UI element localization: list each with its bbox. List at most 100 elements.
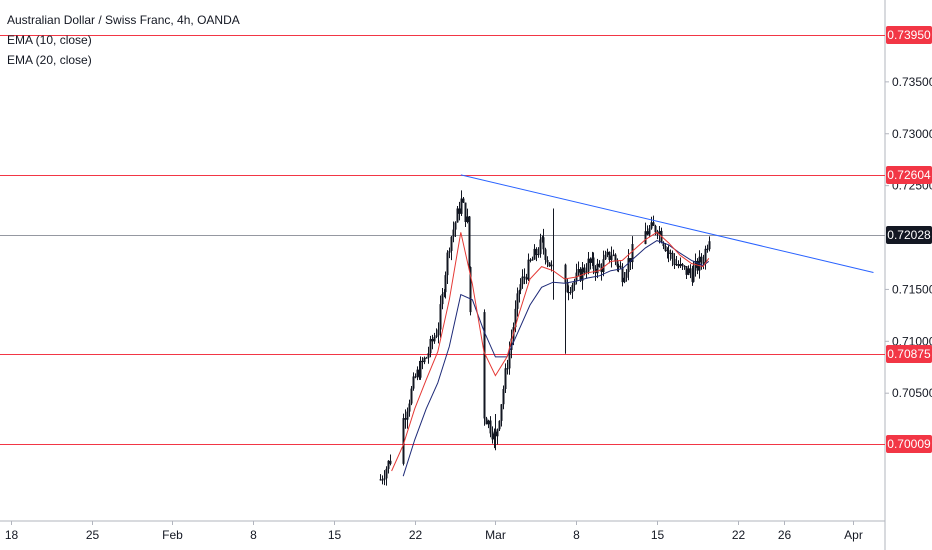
candle-body	[456, 208, 459, 223]
candle-body	[546, 259, 549, 263]
candle-body	[571, 285, 574, 293]
level-price-tag	[886, 166, 932, 184]
candle-body	[468, 216, 471, 268]
candle-body	[387, 460, 390, 469]
candle-body	[631, 244, 634, 263]
x-tick-label: Apr	[844, 528, 863, 542]
candle-body	[644, 231, 647, 245]
candle-body	[604, 254, 607, 260]
ema-lines	[391, 231, 710, 477]
candle-body	[621, 267, 624, 283]
candle-body	[623, 277, 626, 283]
candle-body	[689, 268, 692, 274]
candle-body	[379, 479, 382, 481]
candle-body	[598, 263, 601, 267]
candle-body	[381, 479, 384, 481]
x-tick-label: 15	[328, 528, 342, 542]
price-axis[interactable]: 0.735000.730000.725000.715000.710000.705…	[885, 75, 932, 400]
candle-body	[589, 258, 592, 263]
candle-body	[519, 284, 522, 291]
candle-body	[452, 229, 455, 237]
candle-body	[402, 418, 405, 464]
candle-body	[681, 264, 684, 266]
candle-body	[533, 248, 536, 260]
candle-body	[458, 208, 461, 214]
candle-body	[521, 276, 524, 285]
candle-body	[466, 216, 469, 222]
candle-body	[658, 230, 661, 235]
candle-body	[677, 264, 680, 267]
candle-body	[704, 248, 707, 264]
candle-body	[433, 336, 436, 342]
x-tick-label: 26	[778, 528, 792, 542]
ema20-line	[402, 240, 710, 477]
candle-body	[385, 468, 388, 479]
candle-body	[412, 376, 415, 389]
candle-body	[539, 239, 542, 255]
candle-body	[662, 242, 665, 247]
symbol-title[interactable]: Australian Dollar / Swiss Franc, 4h, OAN…	[7, 13, 240, 27]
candle-body	[542, 237, 545, 250]
x-tick-label: 8	[250, 528, 257, 542]
ema20-legend[interactable]: EMA (20, close)	[7, 53, 92, 67]
candle-body	[425, 357, 428, 359]
candle-body	[596, 263, 599, 274]
candle-body	[531, 259, 534, 261]
time-axis[interactable]: 18 25 Feb 8 15 22 Mar 8 15 22 26 Apr	[5, 521, 863, 542]
candle-body	[441, 293, 444, 305]
candle-body	[502, 389, 505, 405]
candle-body	[573, 280, 576, 286]
candle-body	[429, 338, 432, 354]
x-tick-label: Mar	[485, 528, 506, 542]
candle-body	[483, 312, 486, 419]
candle-body	[685, 266, 688, 275]
chart-legend: Australian Dollar / Swiss Franc, 4h, OAN…	[7, 10, 240, 70]
candle-body	[489, 420, 492, 434]
current-price-tag-text: 0.72028	[887, 228, 931, 242]
candle-body	[708, 241, 711, 250]
candle-body	[435, 335, 438, 337]
candle-body	[667, 250, 670, 254]
candle-body	[514, 308, 517, 328]
candle-body	[581, 267, 584, 281]
ema10-legend[interactable]: EMA (10, close)	[7, 33, 92, 47]
level-price-tag	[886, 435, 932, 453]
candle-body	[669, 252, 672, 254]
candle-body	[585, 271, 588, 273]
price-tags: 0.73950 0.72604 0.70875 0.70009 0.72028	[886, 26, 932, 453]
candle-body	[567, 292, 570, 294]
x-tick-label: 18	[5, 528, 19, 542]
x-tick-label: 8	[573, 528, 580, 542]
candle-body	[460, 198, 463, 214]
candle-body	[654, 225, 657, 233]
candle-body	[646, 231, 649, 235]
candle-body	[679, 264, 682, 267]
horizontal-levels	[0, 35, 885, 445]
candle-body	[537, 254, 540, 256]
candle-body	[500, 404, 503, 421]
trendline	[460, 174, 874, 273]
candle-body	[516, 293, 519, 309]
y-tick-label: 0.71000	[892, 334, 932, 348]
candle-body	[629, 258, 632, 263]
candle-body	[469, 267, 472, 313]
candle-body	[496, 429, 499, 437]
candle-body	[462, 198, 465, 203]
candle-body	[485, 418, 488, 425]
candle-body	[687, 268, 690, 275]
candle-body	[619, 265, 622, 268]
candlesticks	[379, 190, 711, 486]
candle-body	[431, 338, 434, 342]
candle-body	[583, 267, 586, 273]
candle-body	[652, 222, 655, 226]
trendline-path	[460, 174, 874, 273]
candle-body	[508, 349, 511, 369]
candle-body	[650, 222, 653, 229]
candle-body	[414, 376, 417, 378]
candle-body	[569, 292, 572, 294]
candle-body	[612, 254, 615, 256]
candle-body	[700, 256, 703, 263]
x-tick-label: 22	[409, 528, 423, 542]
candle-body	[510, 338, 513, 350]
